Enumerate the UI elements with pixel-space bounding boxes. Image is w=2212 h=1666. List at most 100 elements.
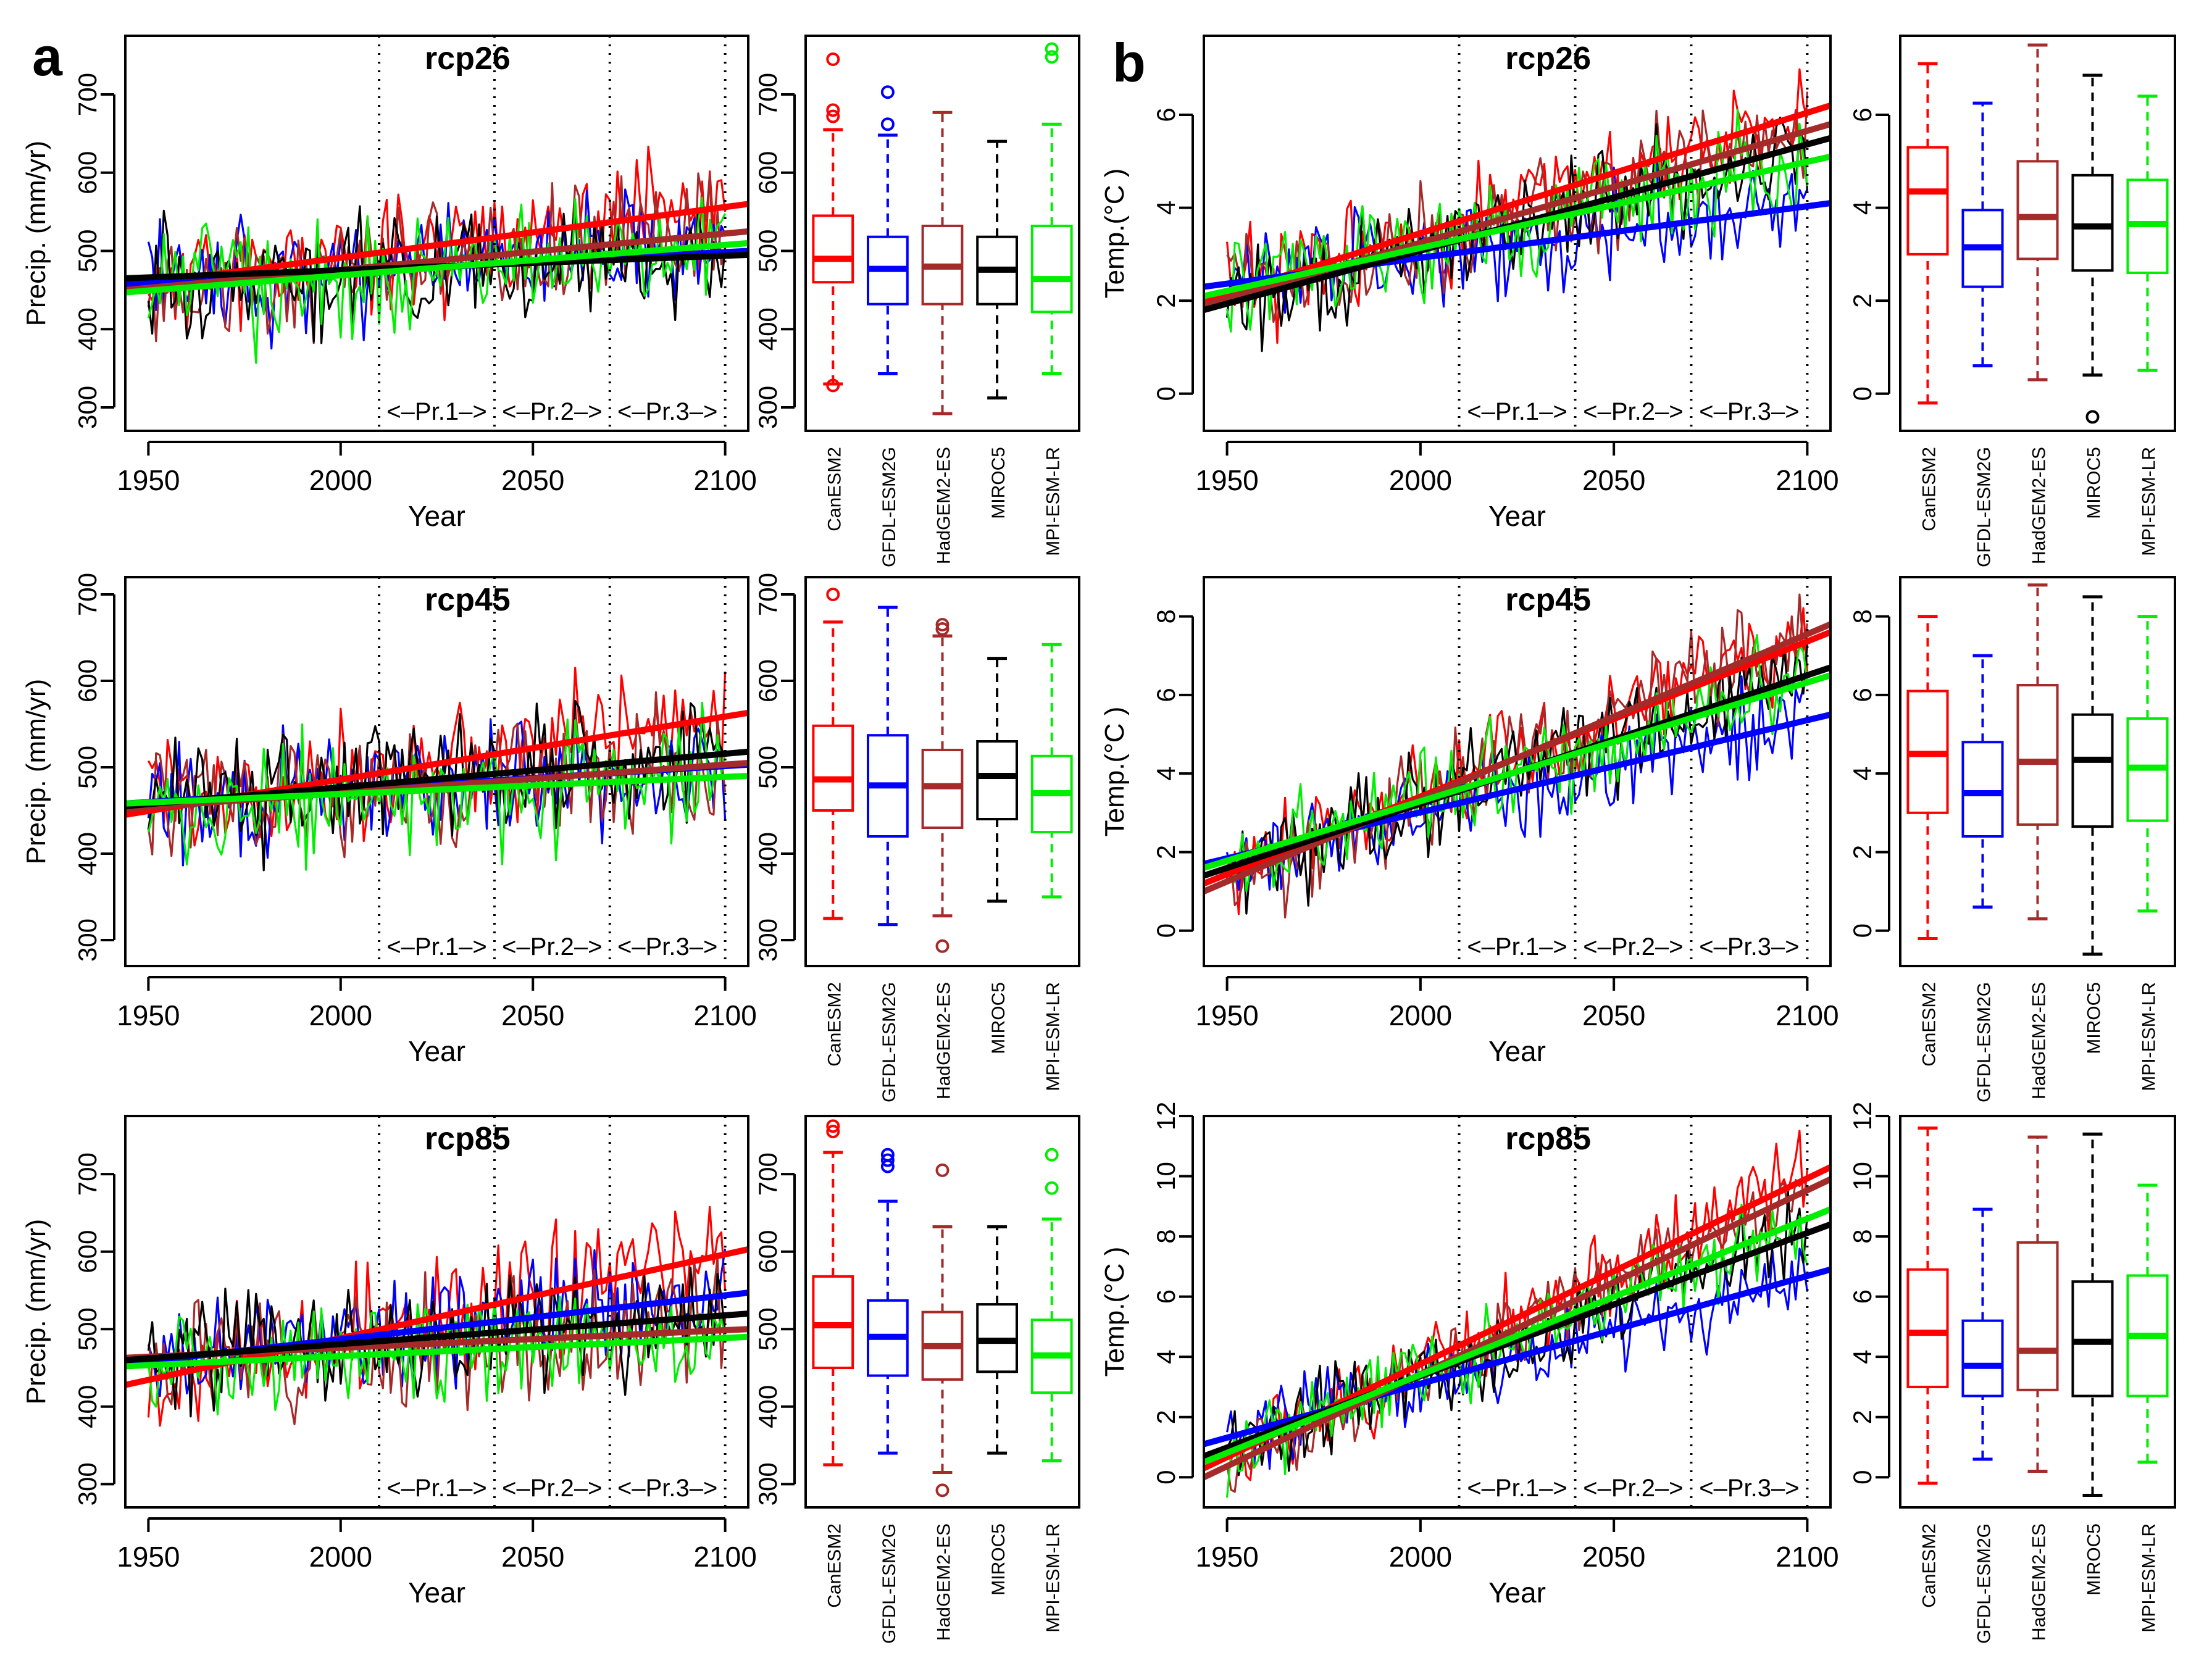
y-tick-label: 400 bbox=[753, 307, 782, 351]
outlier-point bbox=[2085, 410, 2100, 424]
box-HadGEM2-ES bbox=[2016, 43, 2059, 381]
trend-line-CanESM2 bbox=[1203, 102, 1832, 304]
chart-title: rcp26 bbox=[425, 41, 511, 77]
trend-line-HadGEM2-ES bbox=[1202, 1176, 1832, 1480]
y-tick-label: 4 bbox=[1151, 201, 1180, 215]
box-iqr bbox=[812, 724, 854, 812]
y-tick-label: 500 bbox=[753, 229, 782, 272]
box-category-label: MIROC5 bbox=[2084, 982, 2105, 1054]
x-axis-label: Year bbox=[408, 500, 465, 532]
x-axis-label: Year bbox=[408, 1035, 465, 1067]
trend-line-MPI-ESM-LR bbox=[1203, 672, 1832, 871]
period-label: <–Pr.1–> bbox=[1467, 933, 1567, 960]
box-category-label: CanESM2 bbox=[1919, 447, 1940, 531]
outlier-point bbox=[1045, 1181, 1059, 1195]
box-category-label: MIROC5 bbox=[988, 982, 1009, 1054]
outlier-point bbox=[826, 378, 840, 393]
y-tick-label: 8 bbox=[1151, 609, 1180, 623]
y-tick-label: 400 bbox=[73, 1385, 102, 1428]
box-category-label: HadGEM2-ES bbox=[2029, 1523, 2050, 1641]
box-category-label: GFDL-ESM2G bbox=[879, 1523, 899, 1644]
y-tick-label: 2 bbox=[1151, 1410, 1180, 1424]
y-tick-label: 300 bbox=[753, 386, 782, 429]
box-category-label: HadGEM2-ES bbox=[934, 982, 954, 1099]
box-CanESM2 bbox=[1906, 1127, 1949, 1485]
y-tick-label: 0 bbox=[1848, 1470, 1877, 1485]
box-HadGEM2-ES bbox=[2016, 1135, 2059, 1473]
x-tick-label: 2100 bbox=[1776, 464, 1838, 496]
box-MPI-ESM-LR bbox=[2126, 615, 2169, 913]
box-CanESM2 bbox=[812, 588, 854, 920]
y-tick-label: 400 bbox=[73, 832, 102, 875]
y-tick-label: 2 bbox=[1151, 293, 1180, 307]
y-tick-label: 500 bbox=[73, 1307, 102, 1351]
y-tick-label: 700 bbox=[753, 1152, 782, 1196]
x-tick-label: 1950 bbox=[117, 999, 180, 1031]
y-tick-label: 500 bbox=[73, 746, 102, 789]
outlier-point bbox=[826, 103, 840, 117]
period-label: <–Pr.3–> bbox=[1699, 1475, 1799, 1502]
y-tick-label: 600 bbox=[753, 1230, 782, 1273]
box-iqr bbox=[812, 214, 854, 284]
y-tick-label: 400 bbox=[753, 832, 782, 875]
outlier-point bbox=[880, 85, 895, 99]
box-iqr bbox=[2071, 713, 2114, 828]
y-axis-label: Temp.(°C ) bbox=[1100, 169, 1130, 299]
box-MIROC5 bbox=[2071, 73, 2114, 424]
series-line-MPI-ESM-LR bbox=[1226, 633, 1808, 893]
y-tick-label: 2 bbox=[1848, 845, 1877, 859]
y-tick-label: 4 bbox=[1848, 1349, 1877, 1364]
y-tick-label: 600 bbox=[753, 659, 782, 702]
line-chart-temp_rcp85: <–Pr.1–> <–Pr.2–> <–Pr.3–> rcp85 1950 2000 205… bbox=[1100, 1102, 1839, 1609]
trend-line-MPI-ESM-LR bbox=[1203, 1206, 1832, 1465]
y-tick-label: 2 bbox=[1848, 1410, 1877, 1424]
box-category-label: GFDL-ESM2G bbox=[879, 447, 899, 567]
box-chart-precip_rcp85_box: CanESM2 GFDL-ESM2G HadGEM2-ES MIROC5 MPI-ESM… bbox=[753, 1115, 1080, 1644]
box-MIROC5 bbox=[976, 1225, 1018, 1455]
plot-frame bbox=[124, 35, 749, 432]
outlier-point bbox=[826, 1125, 840, 1139]
x-tick-label: 2050 bbox=[1582, 1541, 1645, 1573]
x-tick-label: 2050 bbox=[501, 1541, 564, 1573]
y-tick-label: 300 bbox=[753, 918, 782, 962]
x-axis-label: Year bbox=[1488, 500, 1546, 532]
y-tick-label: 6 bbox=[1848, 688, 1877, 702]
box-category-label: CanESM2 bbox=[1919, 1523, 1940, 1608]
outlier-point bbox=[1045, 42, 1059, 56]
box-category-label: GFDL-ESM2G bbox=[1974, 447, 1995, 567]
box-CanESM2 bbox=[812, 1119, 854, 1467]
period-label: <–Pr.1–> bbox=[1467, 1475, 1567, 1502]
period-label: <–Pr.3–> bbox=[617, 398, 717, 425]
y-tick-label: 300 bbox=[73, 918, 102, 962]
box-GFDL-ESM2G bbox=[867, 606, 909, 927]
box-iqr bbox=[2016, 160, 2059, 260]
trend-line-HadGEM2-ES bbox=[1203, 621, 1832, 894]
x-tick-label: 2100 bbox=[693, 999, 756, 1031]
trend-line-HadGEM2-ES bbox=[125, 228, 749, 293]
panel-letter-b: b bbox=[1112, 32, 1146, 93]
outlier-point bbox=[880, 1153, 895, 1167]
panel-letter-a: a bbox=[32, 26, 62, 87]
y-tick-label: 4 bbox=[1151, 1349, 1180, 1364]
x-tick-label: 1950 bbox=[1195, 999, 1258, 1031]
box-MPI-ESM-LR bbox=[1030, 42, 1073, 375]
period-label: <–Pr.3–> bbox=[617, 933, 717, 960]
y-tick-label: 4 bbox=[1848, 201, 1877, 215]
box-category-label: MPI-ESM-LR bbox=[1043, 1523, 1064, 1633]
y-tick-label: 2 bbox=[1848, 293, 1877, 307]
box-chart-precip_rcp26_box: CanESM2 GFDL-ESM2G HadGEM2-ES MIROC5 MPI-ESM… bbox=[753, 35, 1080, 567]
box-HadGEM2-ES bbox=[2016, 583, 2059, 921]
y-tick-label: 300 bbox=[73, 1462, 102, 1506]
outlier-point bbox=[880, 117, 895, 131]
box-category-label: MIROC5 bbox=[2084, 1523, 2105, 1596]
period-label: <–Pr.2–> bbox=[1583, 933, 1683, 960]
plot-frame bbox=[124, 1115, 749, 1509]
box-chart-precip_rcp45_box: CanESM2 GFDL-ESM2G HadGEM2-ES MIROC5 MPI-ESM… bbox=[753, 573, 1080, 1102]
trend-line-MPI-ESM-LR bbox=[1203, 153, 1832, 299]
x-tick-label: 2050 bbox=[501, 464, 564, 496]
box-category-label: GFDL-ESM2G bbox=[1974, 982, 1995, 1102]
y-tick-label: 400 bbox=[73, 307, 102, 351]
plot-frame bbox=[1203, 576, 1832, 967]
y-tick-label: 700 bbox=[73, 573, 102, 616]
period-label: <–Pr.2–> bbox=[1583, 398, 1683, 425]
